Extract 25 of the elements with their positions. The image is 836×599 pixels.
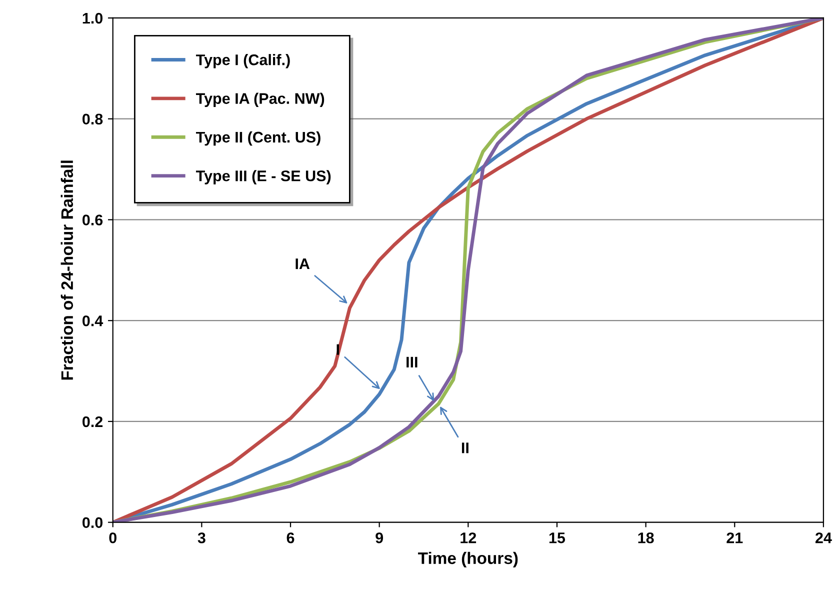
legend-label: Type I (Calif.) bbox=[196, 54, 290, 68]
x-tick-label: 12 bbox=[460, 532, 476, 544]
legend-label: Type IA (Pac. NW) bbox=[196, 92, 324, 107]
y-tick-label: 0.4 bbox=[82, 315, 104, 326]
x-tick-label: 15 bbox=[549, 532, 566, 544]
y-tick-label: 0.2 bbox=[82, 416, 103, 428]
legend-label: Type II (Cent. US) bbox=[196, 131, 320, 146]
y-tick-label: 0.8 bbox=[82, 114, 103, 125]
annotation: II bbox=[462, 442, 468, 454]
x-tick-label: 9 bbox=[376, 532, 384, 544]
x-tick-label: 6 bbox=[286, 532, 294, 544]
x-tick-label: 24 bbox=[815, 532, 832, 544]
legend-label: Type III (E - SE US) bbox=[196, 170, 331, 184]
x-axis-title: Time (hours) bbox=[418, 552, 518, 568]
annotation: III bbox=[406, 356, 418, 368]
x-tick-label: 0 bbox=[109, 532, 116, 544]
y-axis-title: Fraction of 24-hoiur Rainfall bbox=[60, 160, 74, 380]
x-tick-label: 3 bbox=[198, 532, 206, 544]
y-tick-label: 0.0 bbox=[82, 517, 103, 528]
y-tick-label: 0.6 bbox=[82, 214, 103, 226]
x-tick-label: 21 bbox=[726, 532, 743, 544]
y-tick-label: 1.0 bbox=[82, 12, 103, 24]
x-tick-label: 18 bbox=[638, 532, 654, 544]
annotation: IA bbox=[296, 258, 310, 270]
annotation: I bbox=[336, 344, 339, 355]
